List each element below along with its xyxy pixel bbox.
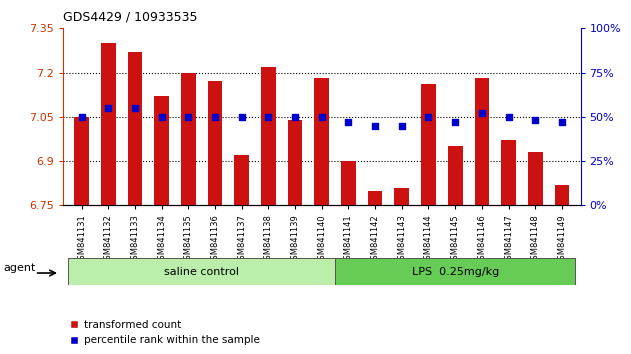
Text: agent: agent [3,263,35,273]
Bar [368,190,382,205]
Point [343,119,353,125]
Bar [475,79,489,205]
Point [370,123,380,129]
Bar [394,188,409,205]
Legend: transformed count, percentile rank within the sample: transformed count, percentile rank withi… [68,320,260,345]
Bar [68,258,335,285]
Bar [155,96,169,205]
Bar [421,84,436,205]
Point [237,114,247,120]
Bar [555,185,569,205]
Bar [235,155,249,205]
Bar [501,141,516,205]
Point [290,114,300,120]
Point [557,119,567,125]
Text: GDS4429 / 10933535: GDS4429 / 10933535 [63,10,198,23]
Bar [181,73,196,205]
Bar [208,81,223,205]
Point [504,114,514,120]
Bar [74,117,89,205]
Text: LPS  0.25mg/kg: LPS 0.25mg/kg [411,267,498,277]
Point [530,118,540,123]
Point [263,114,273,120]
Point [156,114,167,120]
Point [397,123,407,129]
Bar [335,258,575,285]
Point [477,110,487,116]
Bar [261,67,276,205]
Point [77,114,87,120]
Point [317,114,327,120]
Bar [528,152,543,205]
Point [130,105,140,111]
Point [450,119,460,125]
Point [210,114,220,120]
Point [423,114,433,120]
Bar [101,43,115,205]
Bar [127,52,143,205]
Text: saline control: saline control [164,267,239,277]
Bar [288,120,302,205]
Bar [448,146,463,205]
Point [103,105,114,111]
Bar [341,161,356,205]
Point [184,114,194,120]
Bar [314,79,329,205]
